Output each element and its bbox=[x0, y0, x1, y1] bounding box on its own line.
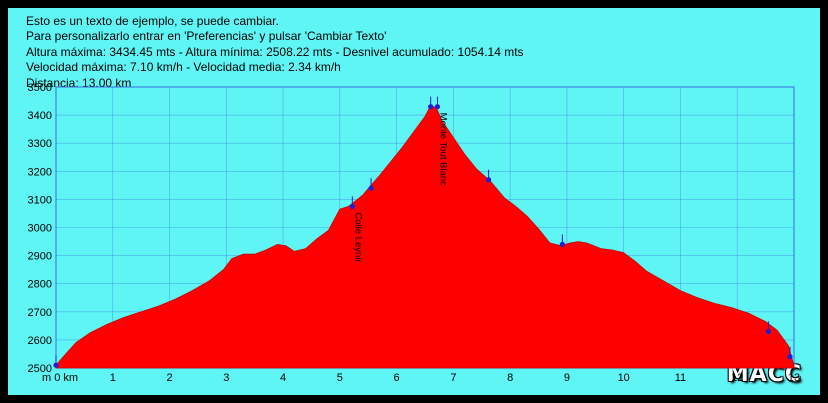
header-line-5: Distancia: 13.00 km bbox=[26, 75, 132, 90]
waypoint-marker bbox=[559, 241, 565, 247]
waypoint-label: Colle Leynir bbox=[352, 212, 363, 262]
x-tick-label: 13 bbox=[788, 372, 800, 384]
x-tick-label: 8 bbox=[507, 372, 513, 384]
x-tick-label: 2 bbox=[166, 372, 172, 384]
x-tick-label: 5 bbox=[337, 372, 343, 384]
y-tick-label: 3200 bbox=[28, 166, 52, 178]
y-tick-label: 2700 bbox=[28, 307, 52, 319]
waypoint-marker bbox=[53, 362, 59, 368]
waypoint-layer: Colle Leynir Monte Tout Blanc bbox=[53, 96, 793, 368]
y-tick-label: 3000 bbox=[28, 223, 52, 235]
y-tick-label: 3500 bbox=[28, 82, 52, 94]
x-tick-label: 4 bbox=[280, 372, 286, 384]
waypoint-marker bbox=[434, 104, 441, 110]
elevation-area bbox=[55, 104, 795, 369]
x-tick-label: 10 bbox=[618, 372, 630, 384]
waypoint-label: Monte Tout Blanc bbox=[437, 113, 448, 186]
header-line-3: Altura máxima: 3434.45 mts - Altura míni… bbox=[26, 44, 524, 59]
waypoint-marker bbox=[787, 354, 793, 360]
header-line-1: Esto es un texto de ejemplo, se puede ca… bbox=[26, 14, 279, 28]
waypoint-marker bbox=[765, 328, 772, 335]
y-tick-label: 3400 bbox=[28, 110, 52, 122]
axis-layer: 2500 2600 2700 2800 2900 3000 3100 3200 3300 3400… bbox=[28, 82, 801, 384]
waypoint-marker bbox=[349, 203, 355, 210]
x-tick-label: 12 bbox=[731, 372, 743, 384]
y-tick-label: 2800 bbox=[28, 279, 52, 291]
y-tick-label: 2500 bbox=[28, 363, 52, 375]
x-tick-label: m 0 km bbox=[42, 372, 78, 384]
x-tick-label: 1 bbox=[110, 372, 116, 384]
header-line-4: Velocidad máxima: 7.10 km/h - Velocidad … bbox=[26, 60, 341, 75]
waypoint-marker bbox=[428, 104, 434, 110]
x-tick-label: 6 bbox=[394, 372, 400, 384]
area-layer bbox=[55, 104, 795, 369]
x-tick-label: 11 bbox=[675, 372, 686, 384]
waypoint-marker bbox=[485, 177, 492, 183]
x-tick-label: 7 bbox=[450, 372, 456, 384]
y-tick-label: 2900 bbox=[28, 251, 52, 263]
x-tick-label: 9 bbox=[564, 372, 570, 384]
y-tick-label: 3300 bbox=[28, 138, 52, 150]
waypoint-marker bbox=[368, 185, 374, 191]
header-line-2: Para personalizarlo entrar en 'Preferenc… bbox=[26, 29, 387, 44]
x-tick-label: 3 bbox=[223, 372, 229, 384]
header-text: Esto es un texto de ejemplo, se puede ca… bbox=[26, 14, 524, 91]
y-tick-label: 2600 bbox=[28, 335, 52, 347]
y-tick-label: 3100 bbox=[28, 194, 52, 206]
